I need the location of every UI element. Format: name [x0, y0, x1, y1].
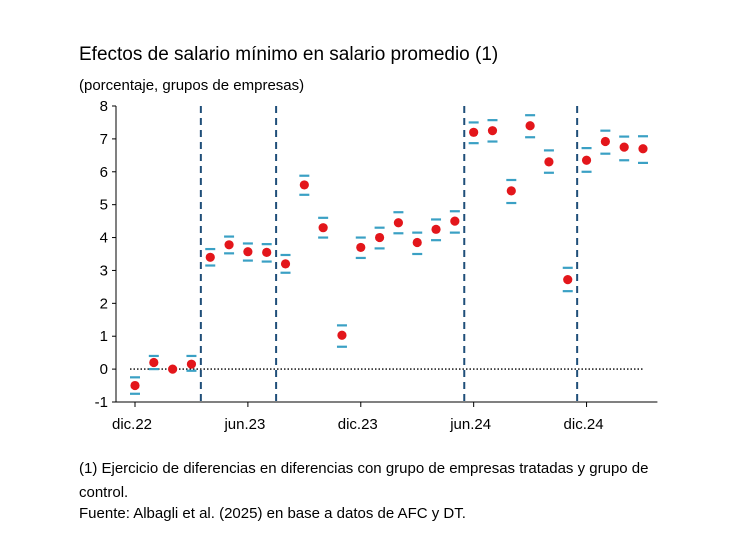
y-tick-label: 8: [100, 98, 108, 115]
data-point: [431, 224, 441, 234]
data-point: [318, 223, 328, 233]
y-tick-label: 7: [100, 131, 108, 148]
points-layer: [130, 114, 648, 395]
chart-title: Efectos de salario mínimo en salario pro…: [79, 44, 499, 65]
y-tick-label: 6: [100, 164, 108, 181]
data-point: [450, 216, 460, 226]
data-point: [638, 144, 648, 154]
data-point: [130, 380, 140, 391]
data-point: [581, 155, 592, 165]
footnote: (1) Ejercicio de diferencias en diferenc…: [79, 460, 649, 501]
y-tick-label: 1: [100, 328, 108, 345]
data-point: [525, 121, 535, 131]
axes-layer: -1 0 1 2 3 4 5 6 7 8 dic.22 jun.23 dic.23 jun.24 dic.2…: [95, 98, 658, 433]
data-point: [168, 364, 178, 374]
data-point: [469, 127, 479, 137]
x-tick-label: jun.24: [449, 416, 491, 433]
data-point: [619, 142, 629, 152]
x-tick-label: dic.24: [564, 416, 604, 433]
reference-lines-layer: [130, 106, 643, 402]
x-tick-label: jun.23: [223, 416, 265, 433]
data-point: [299, 180, 309, 190]
data-point: [563, 275, 573, 285]
data-point: [393, 218, 404, 228]
data-point: [374, 232, 385, 243]
data-point: [243, 247, 253, 257]
data-point: [506, 186, 516, 196]
data-point: [356, 242, 366, 253]
y-tick-label: 4: [100, 230, 108, 247]
data-point: [205, 252, 215, 262]
y-tick-label: -1: [95, 394, 108, 411]
x-tick-label: dic.23: [338, 416, 378, 433]
data-point: [600, 136, 610, 147]
data-point: [280, 259, 291, 269]
data-point: [186, 359, 197, 369]
x-tick-label: dic.22: [112, 416, 152, 433]
y-tick-label: 3: [100, 262, 108, 279]
source-note: Fuente: Albagli et al. (2025) en base a …: [79, 505, 466, 522]
data-point: [544, 157, 554, 167]
chart-subtitle: (porcentaje, grupos de empresas): [79, 77, 305, 94]
data-point: [262, 247, 272, 257]
data-point: [412, 237, 422, 248]
y-tick-label: 5: [100, 197, 108, 214]
chart-plot: -1 0 1 2 3 4 5 6 7 8 dic.22 jun.23 dic.23 jun.24 dic.2…: [95, 98, 658, 433]
data-point: [149, 357, 159, 368]
data-point: [224, 240, 234, 250]
data-point: [487, 126, 498, 136]
y-tick-label: 0: [100, 361, 108, 378]
data-point: [337, 330, 347, 340]
y-tick-label: 2: [100, 295, 108, 312]
